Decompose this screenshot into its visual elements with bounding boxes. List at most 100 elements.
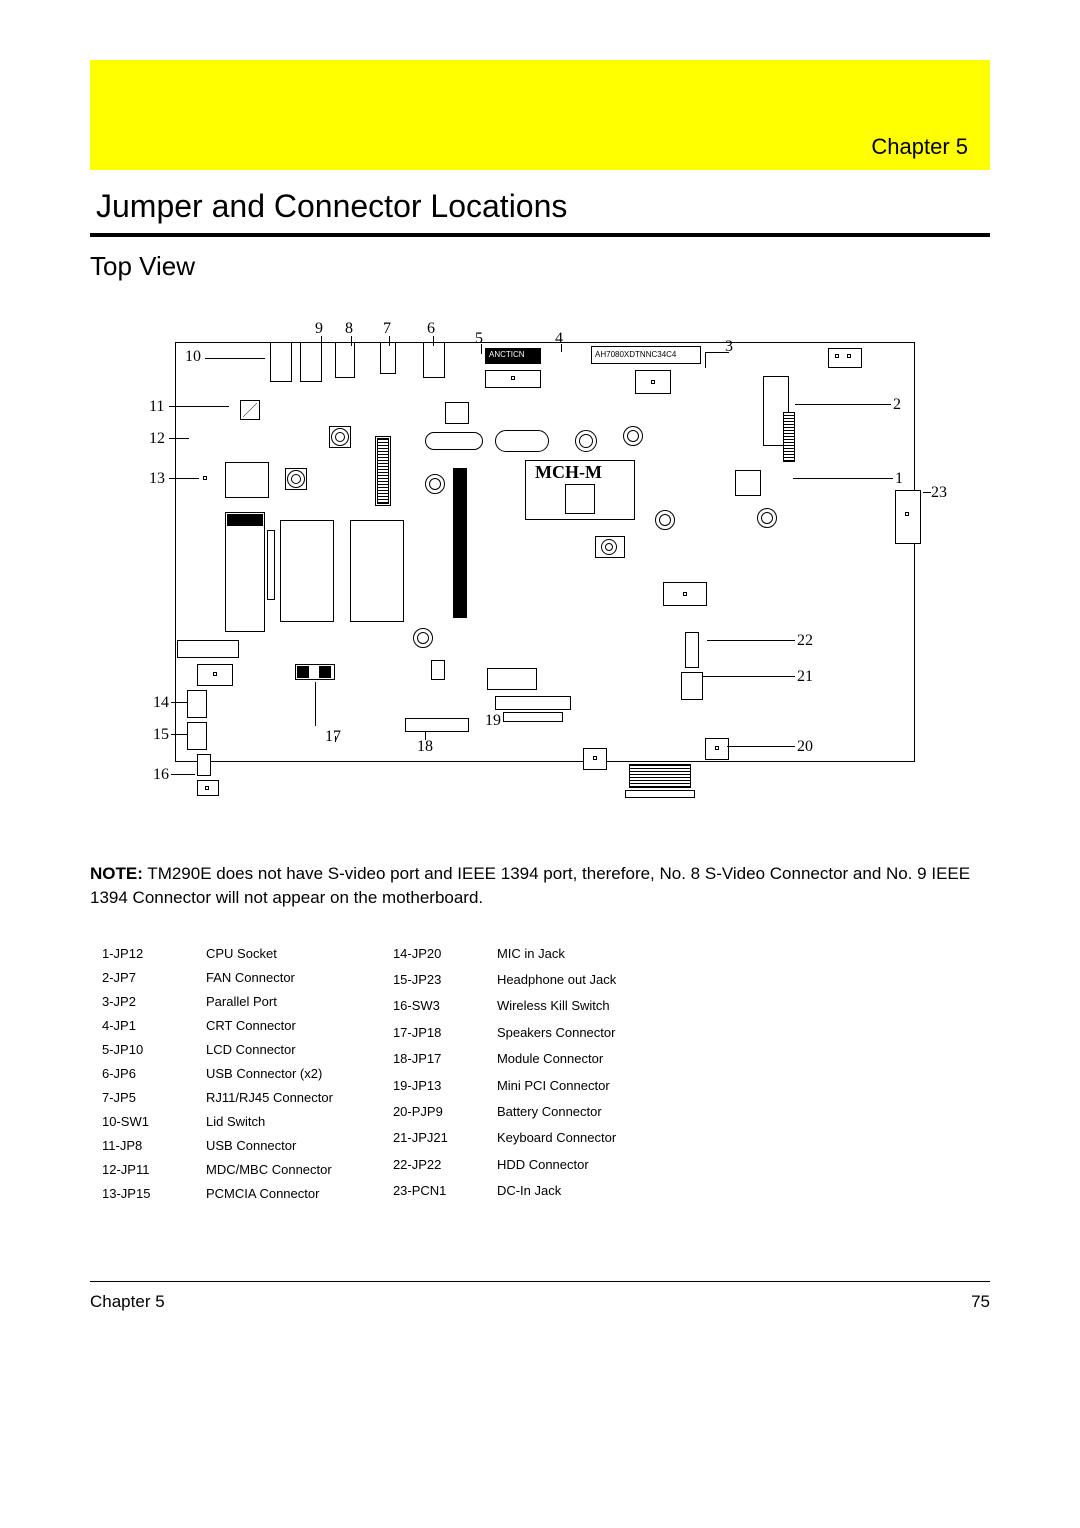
lead-3b <box>705 352 706 368</box>
comp-right-top <box>828 348 862 368</box>
cl-2-id: 3-JP2 <box>102 994 182 1009</box>
comp-23 <box>895 490 921 544</box>
top-conn-2-text: AH7080XDTNNC34C4 <box>595 350 676 359</box>
heading-rule <box>90 233 990 237</box>
note-block: NOTE: TM290E does not have S-video port … <box>90 862 990 910</box>
lead-21 <box>703 676 795 677</box>
footer-left: Chapter 5 <box>90 1292 165 1312</box>
top-conn-1-text: ANCTICN <box>489 350 525 359</box>
num-17: 17 <box>325 728 341 746</box>
comp-13a <box>225 462 269 498</box>
cr-9-desc: DC-In Jack <box>497 1183 616 1200</box>
cr-3-desc: Speakers Connector <box>497 1025 616 1042</box>
screw-m2 <box>655 510 675 530</box>
cr-8-id: 22-JP22 <box>393 1157 473 1174</box>
dot-rt2 <box>847 354 851 358</box>
num-12: 12 <box>149 430 165 448</box>
comp-14 <box>187 690 207 718</box>
cl-0-desc: CPU Socket <box>206 946 333 961</box>
comp-r2a <box>445 402 469 424</box>
num-21: 21 <box>797 668 813 686</box>
comp-18 <box>405 718 469 732</box>
cr-0-desc: MIC in Jack <box>497 946 616 963</box>
page-footer: Chapter 5 75 <box>90 1281 990 1312</box>
lead-1 <box>793 478 893 479</box>
comp-17-a <box>297 666 309 678</box>
cl-9-id: 12-JP11 <box>102 1162 182 1177</box>
dot-low2 <box>213 672 217 676</box>
main-heading: Jumper and Connector Locations <box>96 188 990 225</box>
sub-heading: Top View <box>90 251 990 282</box>
comp-top-2 <box>300 342 322 382</box>
cr-4-id: 18-JP17 <box>393 1051 473 1068</box>
lead-13 <box>169 478 199 479</box>
mch-label: MCH-M <box>535 462 602 483</box>
cr-4-desc: Module Connector <box>497 1051 616 1068</box>
comp-low1 <box>177 640 239 658</box>
comp-bigL2 <box>280 520 334 622</box>
cl-0-id: 1-JP12 <box>102 946 182 961</box>
cl-5-desc: USB Connector (x2) <box>206 1066 333 1081</box>
lead-18 <box>425 732 426 740</box>
page: Chapter 5 Jumper and Connector Locations… <box>0 0 1080 1352</box>
lead-23a <box>923 492 931 493</box>
comp-20b <box>629 764 691 788</box>
cl-10-desc: PCMCIA Connector <box>206 1186 333 1201</box>
screw-r2 <box>757 508 777 528</box>
cr-3-id: 17-JP18 <box>393 1025 473 1042</box>
amp-strip <box>453 468 467 618</box>
cl-5-id: 6-JP6 <box>102 1066 182 1081</box>
comp-top-4 <box>380 342 396 374</box>
cr-9-id: 23-PCN1 <box>393 1183 473 1200</box>
cl-7-id: 10-SW1 <box>102 1114 182 1129</box>
screw-m3 <box>601 539 617 555</box>
num-22: 22 <box>797 632 813 650</box>
cl-7-desc: Lid Switch <box>206 1114 333 1129</box>
lead-5 <box>481 344 482 354</box>
cr-1-desc: Headphone out Jack <box>497 972 616 989</box>
comp-15 <box>187 722 207 750</box>
dot-a <box>511 376 515 380</box>
screw-low <box>413 628 433 648</box>
lead-12 <box>169 438 189 439</box>
comp-19b <box>495 696 571 710</box>
lead-17a <box>335 736 336 742</box>
lead-22 <box>707 640 795 641</box>
connector-table: 1-JP12CPU Socket 2-JP7FAN Connector 3-JP… <box>102 946 990 1201</box>
cl-1-desc: FAN Connector <box>206 970 333 985</box>
chapter-banner: Chapter 5 <box>90 60 990 170</box>
cr-8-desc: HDD Connector <box>497 1157 616 1174</box>
note-bold: NOTE: <box>90 864 143 883</box>
lead-3a <box>705 352 729 353</box>
num-16: 16 <box>153 766 169 784</box>
num-3: 3 <box>725 338 733 356</box>
vr1 <box>267 530 275 600</box>
cr-6-desc: Battery Connector <box>497 1104 616 1121</box>
comp-r2x <box>735 470 761 496</box>
num-18: 18 <box>417 738 433 756</box>
cl-9-desc: MDC/MBC Connector <box>206 1162 333 1177</box>
cr-2-desc: Wireless Kill Switch <box>497 998 616 1015</box>
screw-1 <box>575 430 597 452</box>
footer-right: 75 <box>971 1292 990 1312</box>
lead-20 <box>727 746 795 747</box>
dot-20a <box>593 756 597 760</box>
cr-7-id: 21-JPJ21 <box>393 1130 473 1147</box>
comp-r2c <box>495 430 549 452</box>
cl-2-desc: Parallel Port <box>206 994 333 1009</box>
num-11: 11 <box>149 398 164 416</box>
cr-7-desc: Keyboard Connector <box>497 1130 616 1147</box>
cl-8-id: 11-JP8 <box>102 1138 182 1153</box>
num-19: 19 <box>485 712 501 730</box>
cr-6-id: 20-PJP9 <box>393 1104 473 1121</box>
board-diagram: ANCTICN AH7080XDTNNC34C4 <box>125 312 955 812</box>
lead-15 <box>171 734 187 735</box>
lead-8 <box>351 336 352 346</box>
screw-l2 <box>331 428 349 446</box>
lead-7 <box>389 336 390 346</box>
lead-4 <box>561 344 562 352</box>
dot-22a <box>683 592 687 596</box>
num-23: 23 <box>931 484 947 502</box>
num-10: 10 <box>185 348 201 366</box>
lead-11 <box>169 406 229 407</box>
